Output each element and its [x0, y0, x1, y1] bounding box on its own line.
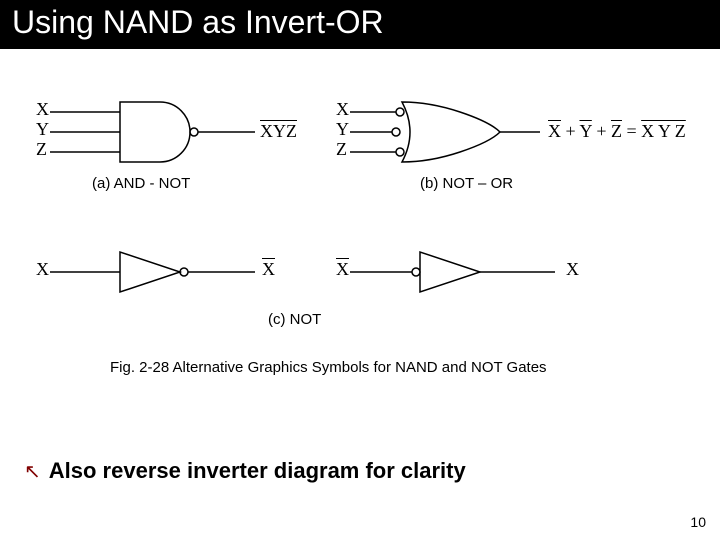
gate-a-input-z: Z — [36, 139, 47, 160]
figure-area: X Y Z XYZ (a) AND - NOT X Y Z — [0, 77, 720, 427]
gate-c-left-input: X — [36, 259, 49, 280]
bullet-text: Also reverse inverter diagram for clarit… — [49, 458, 466, 484]
gate-a-input-y: Y — [36, 119, 49, 140]
gate-c-left-output: X — [262, 259, 275, 280]
gate-b-input-y: Y — [336, 119, 349, 140]
figure-caption: Fig. 2-28 Alternative Graphics Symbols f… — [110, 359, 547, 376]
gate-b-caption: (b) NOT – OR — [420, 175, 513, 192]
gate-c-caption: (c) NOT — [268, 311, 321, 328]
gate-b-input-x: X — [336, 99, 349, 120]
slide-title: Using NAND as Invert-OR — [12, 4, 708, 41]
slide: Using NAND as Invert-OR X Y Z XYZ (a) AN… — [0, 0, 720, 540]
gate-a-caption: (a) AND - NOT — [92, 175, 190, 192]
gate-a-input-x: X — [36, 99, 49, 120]
gate-c-right-output: X — [566, 259, 579, 280]
gate-c-right-input: X — [336, 259, 349, 280]
page-number: 10 — [690, 514, 706, 530]
gate-b-output: X + Y + Z = X Y Z — [548, 121, 686, 142]
bullet-row: ↖ Also reverse inverter diagram for clar… — [24, 458, 466, 484]
gate-a-output: XYZ — [260, 121, 297, 142]
arrow-icon: ↖ — [24, 459, 41, 484]
gate-b-input-z: Z — [336, 139, 347, 160]
title-bar: Using NAND as Invert-OR — [0, 0, 720, 49]
